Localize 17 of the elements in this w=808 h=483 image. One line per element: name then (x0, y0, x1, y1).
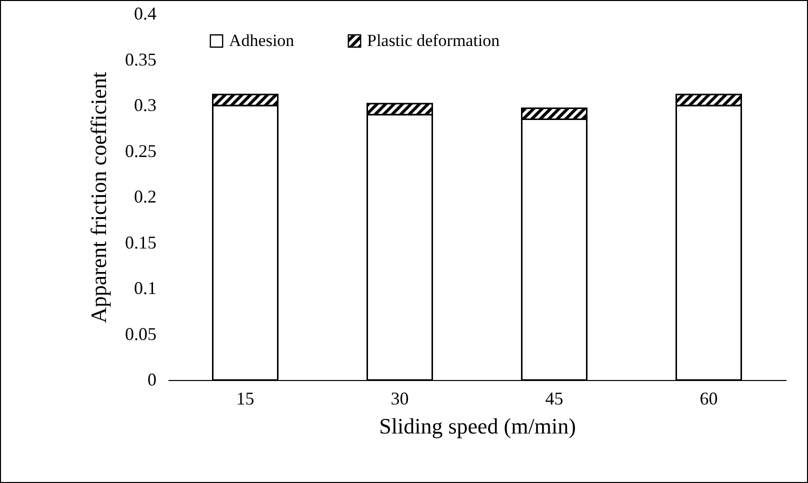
x-tick-label: 45 (545, 388, 564, 408)
legend-label: Plastic deformation (367, 30, 500, 50)
y-tick-label: 0.35 (125, 49, 156, 70)
x-axis-title: Sliding speed (m/min) (379, 414, 576, 438)
x-tick-label: 30 (390, 388, 409, 408)
y-axis-title: Apparent friction coefficient (86, 72, 111, 324)
y-tick-label: 0.05 (125, 324, 156, 344)
y-tick-label: 0.3 (134, 95, 156, 115)
y-tick-label: 0 (148, 370, 156, 390)
x-tick-label: 15 (236, 388, 254, 408)
y-tick-label: 0.2 (134, 186, 156, 206)
y-tick-label: 0.4 (134, 4, 156, 24)
y-tick-label: 0.15 (125, 232, 156, 252)
y-tick-label: 0.1 (134, 278, 156, 298)
legend-label: Adhesion (229, 30, 295, 50)
y-tick-label: 0.25 (125, 140, 156, 161)
x-tick-label: 60 (700, 388, 718, 408)
